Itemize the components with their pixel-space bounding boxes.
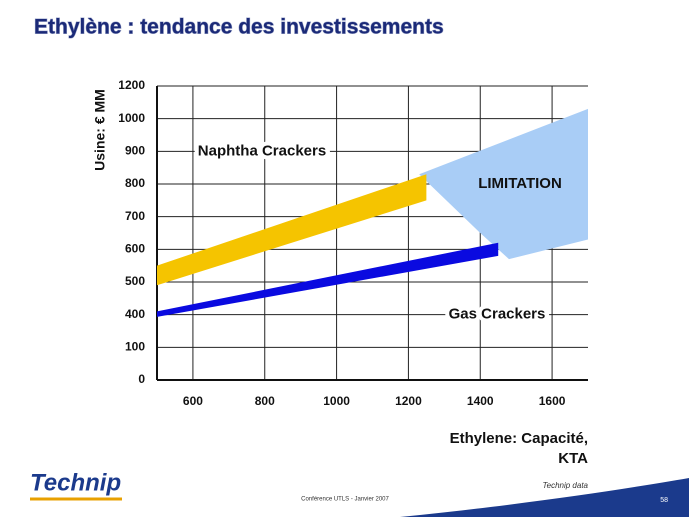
y-tick-label: 1000 [118,111,145,125]
y-tick-label: 600 [125,242,145,256]
y-tick-label: 400 [125,307,145,321]
source: Technip data [542,481,588,490]
x-axis-label: KTA [558,450,588,467]
y-axis-label: Usine: € MM [92,89,108,171]
y-tick-label: 800 [125,176,145,190]
x-tick-label: 1600 [539,394,566,408]
series-label: Gas Crackers [449,306,546,323]
x-tick-label: 1400 [467,394,494,408]
plot: 0 100 400 500 600 700 800 900 1000 1200 600 800 1000… [118,78,588,408]
y-tick-label: 700 [125,209,145,223]
footer-swoosh [400,478,689,517]
conference: Conférence UTLS - Janvier 2007 [301,497,389,503]
slide-title: Ethylène : tendance des investissements [34,16,444,39]
x-axis-label: Ethylene: Capacité, [450,430,588,447]
x-tick-label: 1000 [323,394,350,408]
limitation-region [419,108,588,260]
y-tick-label: 0 [138,372,145,386]
region-label: LIMITATION [478,175,562,192]
logo: Technip [30,469,121,496]
band [157,174,427,286]
page-number: 58 [660,497,668,504]
y-tick-label: 900 [125,144,145,158]
x-tick-label: 600 [183,394,203,408]
x-tick-label: 1200 [395,394,422,408]
y-tick-label: 100 [125,340,145,354]
band [157,242,499,317]
y-tick-label: 1200 [118,78,145,92]
x-tick-label: 800 [255,394,275,408]
y-tick-label: 500 [125,274,145,288]
series-label: Naphtha Crackers [198,142,326,159]
